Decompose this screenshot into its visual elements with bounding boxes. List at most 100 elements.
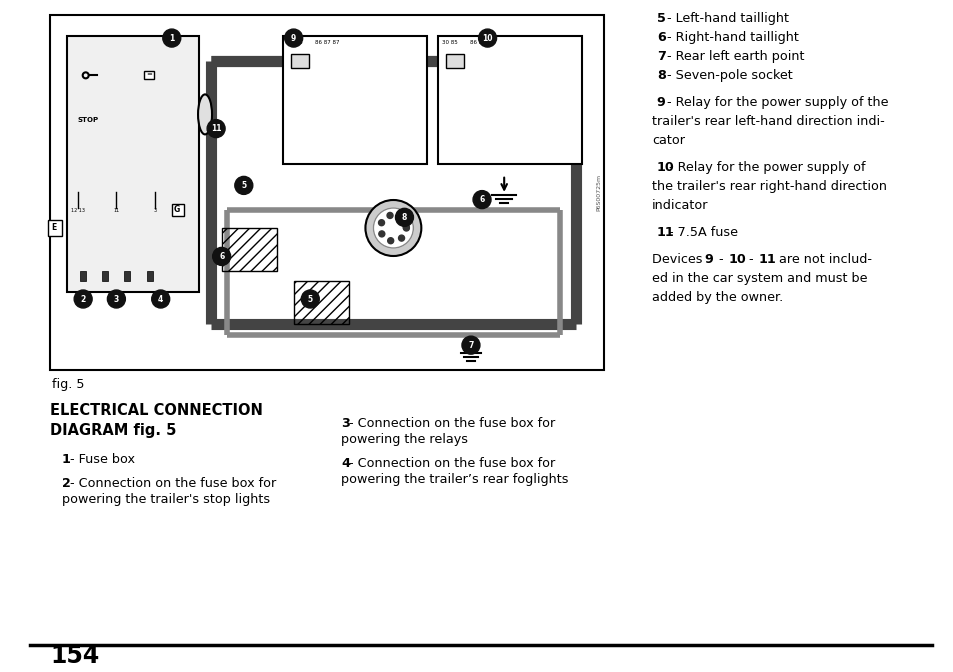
Text: 8: 8 <box>656 69 665 82</box>
Text: added by the owner.: added by the owner. <box>651 291 782 304</box>
Text: 11: 11 <box>211 124 221 133</box>
Text: Devices: Devices <box>651 253 705 266</box>
Circle shape <box>213 247 231 265</box>
Text: 6: 6 <box>219 252 224 261</box>
Text: - Connection on the fuse box for: - Connection on the fuse box for <box>349 457 555 470</box>
Text: 86 87 87: 86 87 87 <box>314 40 338 45</box>
Text: -: - <box>714 253 726 266</box>
Circle shape <box>234 176 253 194</box>
Text: 86 87 87: 86 87 87 <box>469 40 494 45</box>
Text: 6: 6 <box>479 195 484 204</box>
Circle shape <box>387 238 394 244</box>
Text: 3: 3 <box>153 208 156 212</box>
Text: ed in the car system and must be: ed in the car system and must be <box>651 272 866 285</box>
Bar <box>102 271 109 281</box>
Text: 9: 9 <box>704 253 713 266</box>
Text: 8: 8 <box>401 213 407 222</box>
Circle shape <box>403 224 409 230</box>
Text: - 7.5A fuse: - 7.5A fuse <box>668 226 737 239</box>
Circle shape <box>207 120 225 138</box>
Text: 10: 10 <box>482 34 493 42</box>
Text: 4: 4 <box>341 457 350 470</box>
Text: - Rear left earth point: - Rear left earth point <box>666 50 803 63</box>
Text: 1: 1 <box>169 34 174 42</box>
Text: the trailer's rear right-hand direction: the trailer's rear right-hand direction <box>651 180 886 193</box>
Text: are not includ-: are not includ- <box>774 253 871 266</box>
Circle shape <box>403 225 409 231</box>
Circle shape <box>301 290 319 308</box>
Text: trailer's rear left-hand direction indi-: trailer's rear left-hand direction indi- <box>651 115 883 128</box>
Text: - Connection on the fuse box for: - Connection on the fuse box for <box>70 477 275 490</box>
Bar <box>221 228 276 271</box>
Bar <box>147 271 152 281</box>
Bar <box>437 36 581 164</box>
Bar <box>50 15 603 370</box>
Bar <box>291 54 308 69</box>
Bar <box>445 54 463 69</box>
Text: - Fuse box: - Fuse box <box>70 453 134 466</box>
Circle shape <box>365 200 421 256</box>
Text: - Relay for the power supply of the: - Relay for the power supply of the <box>666 96 887 109</box>
Circle shape <box>395 208 413 226</box>
Text: 12 13: 12 13 <box>71 208 85 212</box>
Text: STOP: STOP <box>77 116 98 122</box>
Text: 6: 6 <box>656 31 665 44</box>
Circle shape <box>74 290 92 308</box>
Bar <box>172 204 184 216</box>
Text: ELECTRICAL CONNECTION: ELECTRICAL CONNECTION <box>50 403 262 418</box>
Text: E: E <box>51 223 56 232</box>
Text: 7: 7 <box>468 341 473 349</box>
Text: 10: 10 <box>656 161 674 174</box>
Text: 11: 11 <box>656 226 674 239</box>
Circle shape <box>152 290 170 308</box>
Text: 5: 5 <box>656 12 665 25</box>
Bar <box>124 271 131 281</box>
Text: 11: 11 <box>113 208 119 212</box>
Text: - Left-hand taillight: - Left-hand taillight <box>666 12 788 25</box>
Circle shape <box>473 191 491 208</box>
Bar <box>80 271 86 281</box>
Text: =: = <box>146 71 152 77</box>
Text: 7: 7 <box>656 50 665 63</box>
Text: powering the relays: powering the relays <box>341 433 468 446</box>
Text: 3: 3 <box>113 294 119 304</box>
Circle shape <box>478 29 496 47</box>
Text: 2: 2 <box>80 294 86 304</box>
Circle shape <box>378 220 384 226</box>
Text: G: G <box>173 205 180 214</box>
Bar <box>144 71 153 79</box>
Circle shape <box>163 29 180 47</box>
Text: 10: 10 <box>728 253 745 266</box>
Ellipse shape <box>198 94 212 134</box>
Circle shape <box>387 212 393 218</box>
Text: 9: 9 <box>656 96 665 109</box>
Text: powering the trailer's stop lights: powering the trailer's stop lights <box>62 493 270 506</box>
Text: 30 85: 30 85 <box>441 40 457 45</box>
Circle shape <box>461 336 479 354</box>
Text: indicator: indicator <box>651 199 707 212</box>
Text: cator: cator <box>651 134 684 147</box>
Text: - Seven-pole socket: - Seven-pole socket <box>666 69 792 82</box>
Text: - Relay for the power supply of: - Relay for the power supply of <box>668 161 864 174</box>
Text: 1: 1 <box>62 453 71 466</box>
Circle shape <box>373 208 413 248</box>
Text: 4: 4 <box>158 294 163 304</box>
Text: 9: 9 <box>291 34 296 42</box>
Text: DIAGRAM fig. 5: DIAGRAM fig. 5 <box>50 423 176 438</box>
Bar <box>48 220 62 236</box>
Bar <box>282 36 426 164</box>
Circle shape <box>108 290 125 308</box>
Text: 3: 3 <box>341 417 350 430</box>
Text: 5: 5 <box>308 294 313 304</box>
Bar <box>67 36 199 292</box>
Text: P6S00725m: P6S00725m <box>596 174 600 211</box>
Text: - Connection on the fuse box for: - Connection on the fuse box for <box>349 417 555 430</box>
Text: 5: 5 <box>241 181 246 190</box>
Text: fig. 5: fig. 5 <box>51 378 84 391</box>
Text: 154: 154 <box>50 644 99 668</box>
Text: 30 85: 30 85 <box>286 40 302 45</box>
Circle shape <box>284 29 302 47</box>
Text: -: - <box>744 253 757 266</box>
Text: 2: 2 <box>62 477 71 490</box>
Text: 11: 11 <box>758 253 776 266</box>
